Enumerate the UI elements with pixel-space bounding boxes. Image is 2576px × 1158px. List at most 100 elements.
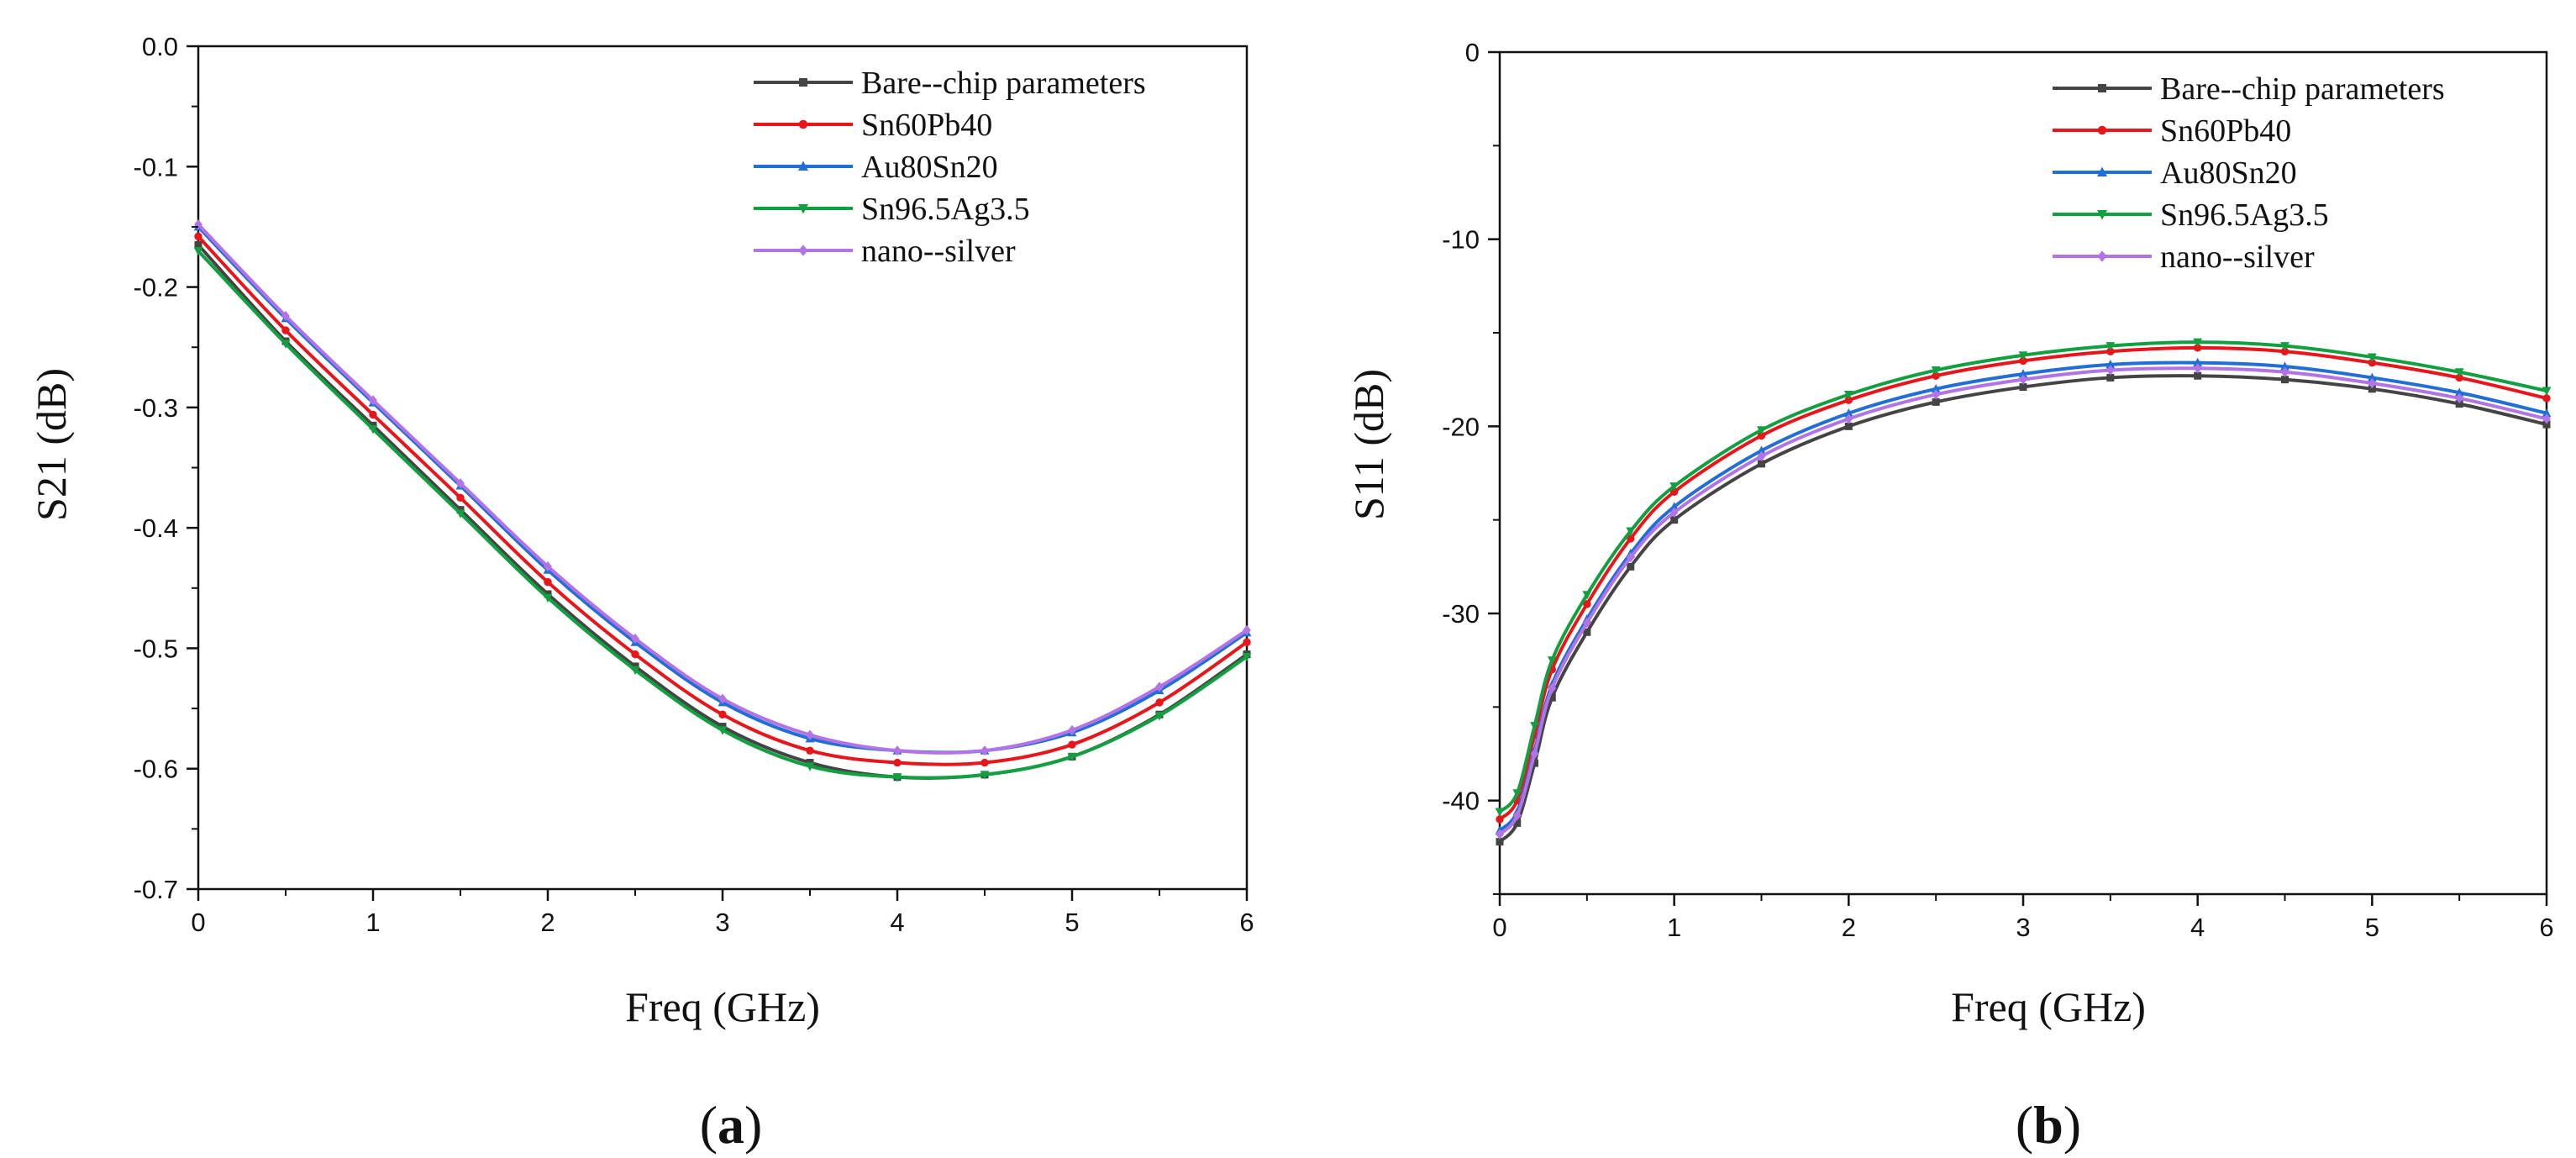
- data-point-a-3-11: [1154, 712, 1164, 721]
- data-point-b-1-16: [2542, 394, 2551, 403]
- panel-label-b: (b): [2016, 1095, 2081, 1155]
- data-point-b-4-7: [1757, 450, 1766, 462]
- data-point-b-1-10: [2019, 356, 2027, 366]
- y-tick-label-a-5: -0.5: [134, 634, 178, 663]
- data-point-b-3-11: [2105, 342, 2116, 351]
- series-b-0: [1496, 371, 2551, 846]
- data-point-b-2-15: [2454, 387, 2464, 397]
- data-point-a-4-11: [1155, 682, 1164, 692]
- data-point-b-0-12: [2194, 371, 2202, 380]
- data-point-a-4-1: [281, 310, 290, 322]
- legend-marker-b-4: [2097, 250, 2107, 262]
- chart-panel-a: 0 1 2 3 4 5 6 0.0 -0.1 -0.2 -0.3 -0.4 -0.5 -0.6 -0.7 F…: [28, 32, 1254, 1155]
- y-tick-label-a-1: -0.1: [134, 152, 178, 182]
- legend-label-a-0: Bare--chip parameters: [861, 66, 1146, 101]
- legend-label-a-1: Sn60Pb40: [861, 108, 992, 143]
- legend-label-a-2: Au80Sn20: [861, 150, 998, 185]
- x-axis-title-b: Freq (GHz): [1951, 983, 2146, 1030]
- data-point-b-4-0: [1496, 829, 1504, 840]
- data-point-a-1-1: [281, 326, 290, 334]
- data-point-a-4-8: [893, 745, 902, 756]
- data-point-b-1-4: [1583, 600, 1591, 608]
- data-point-b-0-9: [1932, 397, 1940, 406]
- y-tick-label-b-1: -10: [1442, 225, 1480, 255]
- data-point-b-3-3: [1547, 656, 1557, 666]
- legend-marker-a-1: [798, 119, 808, 129]
- data-point-a-1-7: [806, 746, 814, 755]
- legend-marker-a-0: [799, 78, 807, 87]
- series-layer-b: [1495, 338, 2552, 846]
- legend-marker-b-3: [2097, 210, 2107, 220]
- data-point-b-0-4: [1583, 628, 1591, 636]
- legend-marker-b-0: [2098, 84, 2106, 92]
- data-point-b-2-10: [2018, 369, 2028, 378]
- x-tick-label-b-2: 2: [1842, 913, 1856, 942]
- data-point-a-1-5: [631, 650, 639, 659]
- data-point-b-0-13: [2281, 376, 2289, 384]
- data-point-b-2-8: [1843, 408, 1853, 418]
- x-tick-label-a-5: 5: [1065, 908, 1079, 937]
- series-b-4: [1496, 363, 2551, 840]
- data-point-b-3-12: [2193, 338, 2203, 347]
- data-point-b-4-15: [2455, 392, 2464, 404]
- data-point-b-4-6: [1669, 507, 1679, 518]
- legend-label-a-3: Sn96.5Ag3.5: [861, 192, 1030, 227]
- x-tick-label-b-3: 3: [2016, 913, 2030, 942]
- data-point-b-0-14: [2368, 385, 2376, 393]
- x-tick-label-a-0: 0: [191, 908, 205, 937]
- y-tick-label-b-4: -40: [1442, 787, 1480, 816]
- data-point-a-1-9: [980, 758, 989, 767]
- data-point-b-3-15: [2454, 368, 2464, 377]
- y-tick-label-b-0: 0: [1465, 38, 1480, 67]
- data-point-b-4-4: [1582, 618, 1591, 629]
- y-tick-label-a-4: -0.4: [134, 513, 178, 543]
- data-point-a-1-4: [544, 577, 552, 587]
- data-point-b-4-14: [2368, 378, 2377, 389]
- data-point-b-3-7: [1757, 426, 1766, 435]
- data-point-b-2-13: [2280, 361, 2289, 371]
- data-point-b-0-10: [2019, 383, 2027, 392]
- series-a-1: [194, 232, 1251, 767]
- y-tick-label-a-6: -0.6: [134, 755, 178, 784]
- legend-label-b-0: Bare--chip parameters: [2160, 71, 2445, 107]
- data-point-b-4-1: [1512, 810, 1522, 821]
- legend-a: Bare--chip parameters Sn60Pb40 Au80Sn20 Sn9…: [754, 66, 1146, 269]
- data-point-a-1-12: [1243, 638, 1251, 646]
- data-point-a-1-2: [369, 410, 377, 419]
- x-tick-label-b-5: 5: [2365, 913, 2379, 942]
- chart-panel-b: 0 1 2 3 4 5 6 0 -10 -20 -30 -40 Freq (GHz) S11 (dB)…: [1345, 38, 2554, 1155]
- data-point-b-0-7: [1758, 460, 1765, 468]
- data-point-b-1-7: [1757, 431, 1766, 440]
- data-point-b-0-2: [1531, 759, 1539, 767]
- data-point-a-0-0: [194, 240, 202, 249]
- legend-label-b-4: nano--silver: [2160, 239, 2315, 275]
- data-point-a-1-3: [456, 493, 465, 503]
- legend-marker-a-2: [798, 161, 808, 171]
- data-point-a-4-10: [1068, 724, 1076, 735]
- data-point-b-3-9: [1931, 366, 1941, 376]
- data-point-b-2-14: [2367, 372, 2377, 382]
- series-b-3: [1495, 338, 2552, 817]
- panel-label-a: (a): [700, 1095, 763, 1155]
- data-point-b-3-0: [1495, 808, 1505, 817]
- data-point-a-3-6: [718, 726, 728, 735]
- data-point-b-3-2: [1530, 722, 1539, 731]
- data-point-a-4-3: [456, 478, 465, 489]
- legend-marker-a-4: [798, 245, 808, 256]
- data-point-a-4-5: [631, 633, 639, 645]
- data-point-b-0-15: [2455, 400, 2463, 408]
- axes-layer-b: 0 1 2 3 4 5 6 0 -10 -20 -30 -40: [1442, 38, 2553, 942]
- x-axis-title-a: Freq (GHz): [625, 983, 820, 1030]
- x-tick-label-a-1: 1: [365, 908, 380, 937]
- data-point-a-3-7: [805, 762, 815, 771]
- data-point-b-0-16: [2542, 420, 2551, 429]
- data-point-a-4-9: [980, 745, 989, 756]
- x-tick-label-b-4: 4: [2190, 913, 2205, 942]
- data-point-a-3-5: [630, 666, 640, 676]
- data-point-b-1-13: [2280, 347, 2289, 355]
- legend-marker-b-2: [2097, 166, 2107, 176]
- panel-label-a-letter: a: [718, 1095, 744, 1155]
- series-b-1: [1496, 344, 2551, 824]
